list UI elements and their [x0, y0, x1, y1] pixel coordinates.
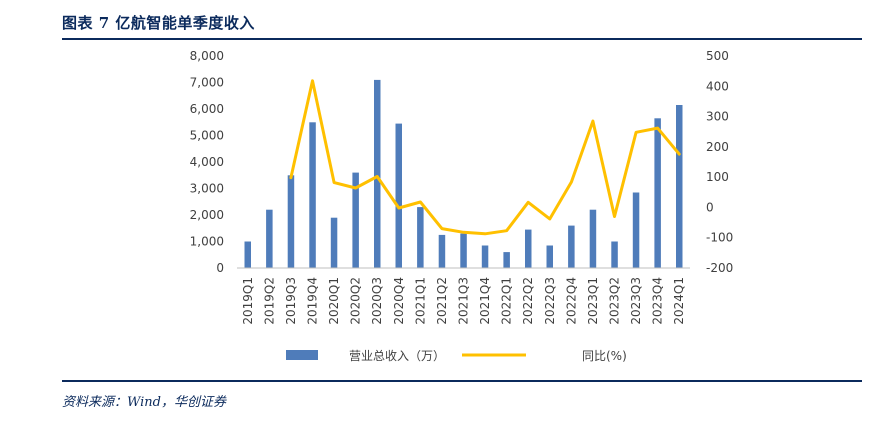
x-tick-2021Q1: 2021Q1	[413, 277, 427, 325]
y-right-tick: 100	[706, 170, 729, 184]
bar-2020Q3	[374, 79, 381, 269]
bar-2019Q3	[287, 175, 295, 269]
bar-2020Q4	[395, 123, 402, 268]
x-tick-2023Q1: 2023Q1	[586, 277, 600, 325]
x-tick-2020Q1: 2020Q1	[327, 277, 341, 325]
legend-label-revenue: 营业总收入（万）	[349, 349, 445, 363]
x-tick-2021Q4: 2021Q4	[478, 277, 492, 325]
bottom-rule	[62, 380, 862, 382]
bar-2020Q1	[330, 217, 338, 268]
x-tick-2020Q4: 2020Q4	[392, 277, 406, 325]
y-right-tick: -100	[706, 231, 733, 245]
bar-2020Q2	[352, 172, 359, 268]
bar-2023Q3	[632, 192, 640, 268]
legend-label-yoy: 同比(%)	[582, 349, 627, 363]
y-right-tick: 400	[706, 79, 729, 93]
figure-title: 图表 7 亿航智能单季度收入	[62, 14, 255, 32]
x-tick-2024Q1: 2024Q1	[672, 277, 686, 325]
y-left-tick: 0	[216, 261, 224, 275]
x-tick-2019Q1: 2019Q1	[241, 277, 255, 325]
bar-2019Q4	[309, 122, 316, 269]
bar-2019Q1	[244, 241, 251, 268]
bar-2021Q4	[481, 245, 489, 268]
x-tick-2020Q3: 2020Q3	[370, 277, 384, 325]
y-left-tick: 4,000	[190, 155, 224, 169]
x-tick-2022Q2: 2022Q2	[521, 277, 535, 325]
bar-2021Q2	[438, 234, 446, 268]
bar-2024Q1	[676, 105, 683, 268]
bar-2022Q2	[525, 229, 532, 268]
y-right-tick: 300	[706, 110, 729, 124]
legend-bar-swatch	[286, 350, 318, 360]
y-right-tick: -200	[706, 261, 733, 275]
x-tick-2022Q1: 2022Q1	[500, 277, 514, 325]
bar-2019Q2	[266, 209, 273, 268]
bar-2023Q4	[654, 118, 661, 268]
top-rule	[62, 38, 862, 40]
bar-2023Q1	[589, 209, 597, 268]
x-tick-2019Q2: 2019Q2	[262, 277, 276, 325]
bar-2023Q2	[611, 241, 618, 268]
y-right-tick: 500	[706, 49, 729, 63]
y-left-tick: 1,000	[190, 235, 224, 249]
x-tick-2022Q4: 2022Q4	[564, 277, 578, 325]
y-right-tick: 0	[706, 200, 714, 214]
x-tick-2023Q3: 2023Q3	[629, 277, 643, 325]
x-tick-2023Q2: 2023Q2	[608, 277, 622, 325]
y-left-tick: 7,000	[190, 76, 224, 90]
x-tick-2021Q2: 2021Q2	[435, 277, 449, 325]
x-tick-2022Q3: 2022Q3	[543, 277, 557, 325]
bar-2022Q3	[546, 245, 553, 268]
bar-2021Q3	[460, 233, 467, 268]
yoy-line	[289, 79, 681, 236]
y-left-tick: 6,000	[190, 102, 224, 116]
bar-2021Q1	[417, 207, 424, 268]
bar-2022Q4	[568, 225, 575, 268]
source-note: 资料来源：Wind，华创证券	[62, 395, 226, 410]
x-tick-2021Q3: 2021Q3	[457, 277, 471, 325]
x-tick-2023Q4: 2023Q4	[651, 277, 665, 325]
x-tick-2019Q3: 2019Q3	[284, 277, 298, 325]
x-tick-2019Q4: 2019Q4	[306, 277, 320, 325]
bar-2022Q1	[503, 252, 510, 268]
x-tick-2020Q2: 2020Q2	[349, 277, 363, 325]
y-right-tick: 200	[706, 140, 729, 154]
y-left-tick: 2,000	[190, 208, 224, 222]
y-left-tick: 8,000	[190, 49, 224, 63]
y-left-tick: 5,000	[190, 129, 224, 143]
y-left-tick: 3,000	[190, 182, 224, 196]
